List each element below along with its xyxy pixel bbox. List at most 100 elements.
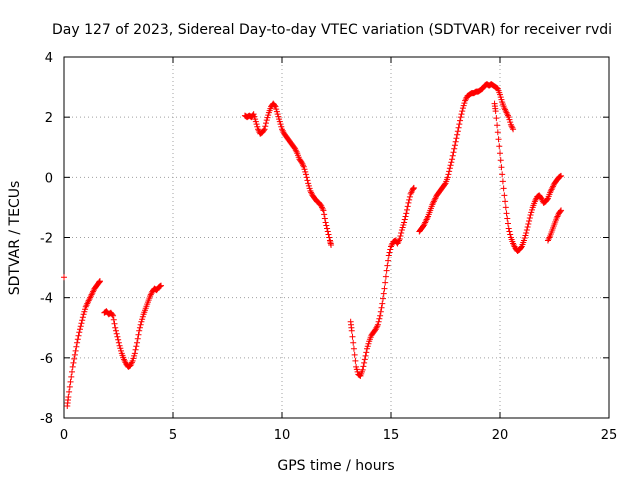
data-point: [78, 320, 85, 327]
data-point: [498, 164, 505, 171]
x-tick-label: 0: [60, 428, 68, 443]
data-point: [506, 116, 513, 123]
data-point: [520, 237, 527, 244]
data-point: [273, 108, 280, 115]
data-point: [399, 224, 406, 231]
data-point: [378, 304, 385, 311]
data-point: [138, 318, 145, 325]
x-tick-labels: 0 5 10 15 20 25: [60, 428, 617, 443]
data-point: [528, 206, 535, 213]
data-point: [66, 388, 73, 395]
data-point: [109, 311, 116, 318]
data-point: [558, 172, 565, 179]
data-point: [130, 355, 137, 362]
data-point: [447, 162, 454, 169]
data-point: [454, 128, 461, 135]
data-point: [556, 173, 563, 180]
data-point: [252, 116, 259, 123]
data-point: [118, 347, 125, 354]
data-point: [75, 332, 82, 339]
data-point: [527, 211, 534, 218]
data-point: [302, 171, 309, 178]
data-point: [323, 222, 330, 229]
data-point: [352, 357, 359, 364]
data-point: [115, 339, 122, 346]
data-point: [456, 121, 463, 128]
y-tick-label: -4: [40, 292, 53, 307]
y-tick-label: 2: [45, 111, 53, 126]
data-point: [110, 312, 117, 319]
data-point: [400, 221, 407, 228]
data-point: [522, 232, 529, 239]
data-point: [157, 283, 164, 290]
data-point: [381, 285, 388, 292]
data-point: [544, 196, 551, 203]
data-point: [382, 273, 389, 280]
data-point: [403, 210, 410, 217]
data-point: [263, 120, 270, 127]
data-point: [264, 114, 271, 121]
data-point: [69, 363, 76, 370]
data-point: [137, 321, 144, 328]
data-point: [499, 171, 506, 178]
data-point: [385, 257, 392, 264]
data-point: [65, 393, 72, 400]
data-point: [524, 223, 531, 230]
data-point: [321, 211, 328, 218]
data-point: [375, 318, 382, 325]
data-point: [96, 278, 103, 285]
data-point: [133, 343, 140, 350]
data-point: [494, 85, 501, 92]
axis-ticks: [63, 56, 610, 419]
data-point: [113, 330, 120, 337]
data-point: [348, 327, 355, 334]
x-tick-label: 20: [492, 428, 509, 443]
data-point: [262, 123, 269, 130]
data-point: [135, 331, 142, 338]
data-point: [353, 366, 360, 373]
data-point: [265, 112, 272, 119]
data-point: [76, 329, 83, 336]
data-point: [300, 163, 307, 170]
data-point: [444, 174, 451, 181]
data-point: [139, 316, 146, 323]
data-point: [305, 182, 312, 189]
y-tick-label: 0: [45, 171, 53, 186]
data-point: [291, 144, 298, 151]
data-point: [82, 306, 89, 313]
data-point: [459, 108, 466, 115]
data-point: [523, 229, 530, 236]
data-point: [494, 122, 501, 129]
data-point: [537, 194, 544, 201]
data-point: [271, 102, 278, 109]
y-tick-label: -2: [40, 232, 53, 247]
y-tick-label: -8: [40, 412, 53, 427]
data-point: [503, 210, 510, 217]
data-point: [496, 143, 503, 150]
data-point: [502, 198, 509, 205]
data-point: [67, 378, 74, 385]
data-point: [504, 215, 511, 222]
data-point: [459, 105, 466, 112]
data-point: [253, 121, 260, 128]
data-point: [77, 323, 84, 330]
x-axis-label: GPS time / hours: [277, 458, 394, 474]
data-point: [461, 100, 468, 107]
data-point: [134, 335, 141, 342]
data-point: [351, 351, 358, 358]
data-point: [558, 207, 565, 214]
data-point: [557, 208, 564, 215]
data-point: [111, 320, 118, 327]
data-point: [500, 185, 507, 192]
chart-title: Day 127 of 2023, Sidereal Day-to-day VTE…: [52, 22, 612, 38]
data-point: [526, 217, 533, 224]
data-point: [396, 236, 403, 243]
data-point: [112, 327, 119, 334]
data-point: [445, 171, 452, 178]
data-point: [374, 321, 381, 328]
data-point: [131, 352, 138, 359]
data-point: [501, 192, 508, 199]
data-point: [406, 196, 413, 203]
data-point: [251, 113, 258, 120]
data-point: [441, 181, 448, 188]
